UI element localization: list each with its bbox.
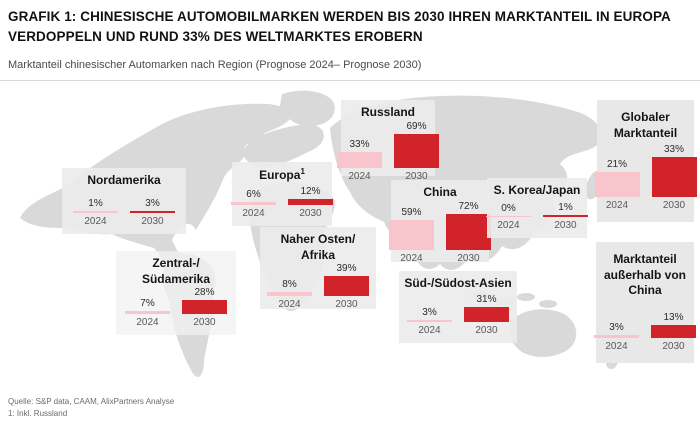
island-indonesia-3 <box>517 293 535 301</box>
region-title: China <box>423 185 457 199</box>
value-label-2024: 59% <box>401 207 422 219</box>
region-title: S. Korea/Japan <box>493 183 581 197</box>
year-label-2024: 2024 <box>242 208 265 219</box>
continent-australia <box>509 309 577 357</box>
year-label-2024: 2024 <box>400 252 423 264</box>
year-label-2030: 2030 <box>193 317 216 329</box>
bar-2024 <box>594 335 639 338</box>
year-label-2024: 2024 <box>605 341 628 352</box>
region-panel-nordamerika: Nordamerika 1% 2024 3% 2030 <box>62 168 186 234</box>
bar-2030 <box>543 214 588 217</box>
region-title: Süd-/Südost-Asien <box>404 276 512 290</box>
year-label-2030: 2030 <box>662 341 685 352</box>
value-label-2030: 13% <box>663 312 684 323</box>
continent-europe <box>242 124 324 168</box>
bar-2024 <box>407 319 452 322</box>
year-label-2024: 2024 <box>348 171 371 183</box>
bar-2024 <box>73 210 118 213</box>
region-title: Naher Osten/ Afrika <box>280 232 356 262</box>
value-label-2030: 12% <box>300 186 321 197</box>
value-label-2024: 7% <box>140 297 155 309</box>
island-uk <box>232 128 246 146</box>
bar-2030 <box>446 213 491 250</box>
source-note: Quelle: S&P data, CAAM, AlixPartners Ana… <box>8 396 174 420</box>
year-label-2030: 2030 <box>475 325 498 336</box>
year-label-2030: 2030 <box>405 171 428 183</box>
region-title: Zentral-/ Südamerika <box>141 256 211 286</box>
year-label-2030: 2030 <box>554 220 577 231</box>
bar-2030 <box>182 300 227 315</box>
region-panel-sued-suedost-asien: Süd-/Südost-Asien 3% 2024 31% 2030 <box>399 271 517 343</box>
region-panel-china: China 59% 2024 72% 2030 <box>389 180 491 264</box>
region-scandinavia <box>294 93 325 128</box>
bar-2030 <box>651 325 696 338</box>
value-label-2024: 1% <box>88 197 103 209</box>
region-panel-skorea-japan: S. Korea/Japan 0% 2024 1% 2030 <box>486 178 588 238</box>
region-panel-europa: Europa1 6% 2024 12% 2030 <box>231 162 333 226</box>
value-label-2030: 33% <box>663 144 684 156</box>
region-panel-russland: Russland 33% 2024 69% 2030 <box>337 100 439 182</box>
bar-2030 <box>130 210 175 213</box>
value-label-2030: 69% <box>406 120 427 132</box>
region-panel-naher-osten-afrika: Naher Osten/ Afrika 8% 2024 39% 2030 <box>260 227 376 310</box>
value-label-2024: 21% <box>606 158 627 170</box>
year-label-2030: 2030 <box>299 208 322 219</box>
year-label-2024: 2024 <box>497 220 520 231</box>
value-label-2030: 39% <box>336 263 357 275</box>
region-panel-zentral-suedamerika: Zentral-/ Südamerika 7% 2024 28% 2030 <box>116 251 236 335</box>
footnote-marker: 1 <box>300 167 305 176</box>
value-label-2030: 72% <box>458 200 479 212</box>
value-label-2024: 8% <box>282 278 297 290</box>
bar-2024 <box>231 202 276 205</box>
region-title: Nordamerika <box>87 173 161 187</box>
value-label-2030: 31% <box>476 293 497 305</box>
bar-2024 <box>267 291 312 296</box>
value-label-2024: 3% <box>422 306 437 318</box>
chart-title: GRAFIK 1: CHINESISCHE AUTOMOBILMARKEN WE… <box>8 9 671 45</box>
value-label-2024: 33% <box>349 138 370 150</box>
bar-2030 <box>464 306 509 322</box>
bar-2030 <box>651 157 697 197</box>
footnote-line: 1: Inkl. Russland <box>8 409 68 418</box>
year-label-2030: 2030 <box>457 252 480 264</box>
card-title: Marktanteil außerhalb von China <box>603 252 686 298</box>
value-label-2024: 3% <box>609 322 624 333</box>
year-label-2024: 2024 <box>136 317 159 329</box>
value-label-2030: 28% <box>194 287 215 299</box>
year-label-2030: 2030 <box>662 200 686 211</box>
card-title: Globaler Marktanteil <box>613 110 678 140</box>
region-title: Russland <box>360 105 415 119</box>
island-indonesia-4 <box>539 300 557 308</box>
year-label-2030: 2030 <box>335 298 358 310</box>
value-label-2024: 0% <box>501 202 516 214</box>
year-label-2024: 2024 <box>605 200 629 211</box>
bar-2030 <box>288 199 333 205</box>
region-title: Europa1 <box>259 167 305 182</box>
source-line: Quelle: S&P data, CAAM, AlixPartners Ana… <box>8 397 175 406</box>
chart-subtitle: Marktanteil chinesischer Automarken nach… <box>8 59 422 71</box>
bar-2024 <box>125 310 170 315</box>
year-label-2024: 2024 <box>278 298 301 310</box>
header-divider <box>0 80 700 81</box>
value-label-2024: 6% <box>246 189 261 200</box>
year-label-2024: 2024 <box>418 325 441 336</box>
summary-card-share-outside-china: Marktanteil außerhalb von China 3% 2024 … <box>594 242 696 363</box>
bar-2024 <box>337 151 382 169</box>
summary-card-global-market-share: Globaler Marktanteil 21% 2024 33% 2030 <box>594 100 697 222</box>
value-label-2030: 1% <box>558 201 573 213</box>
year-label-2024: 2024 <box>84 216 107 227</box>
bar-2030 <box>394 133 439 169</box>
bar-2024 <box>486 215 531 217</box>
year-label-2030: 2030 <box>141 216 164 227</box>
bar-2030 <box>324 276 369 296</box>
value-label-2030: 3% <box>145 197 160 209</box>
bar-2024 <box>389 220 434 250</box>
bar-2024 <box>594 171 640 197</box>
